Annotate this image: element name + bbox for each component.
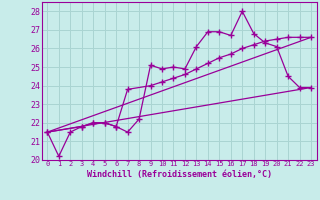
X-axis label: Windchill (Refroidissement éolien,°C): Windchill (Refroidissement éolien,°C) xyxy=(87,170,272,179)
